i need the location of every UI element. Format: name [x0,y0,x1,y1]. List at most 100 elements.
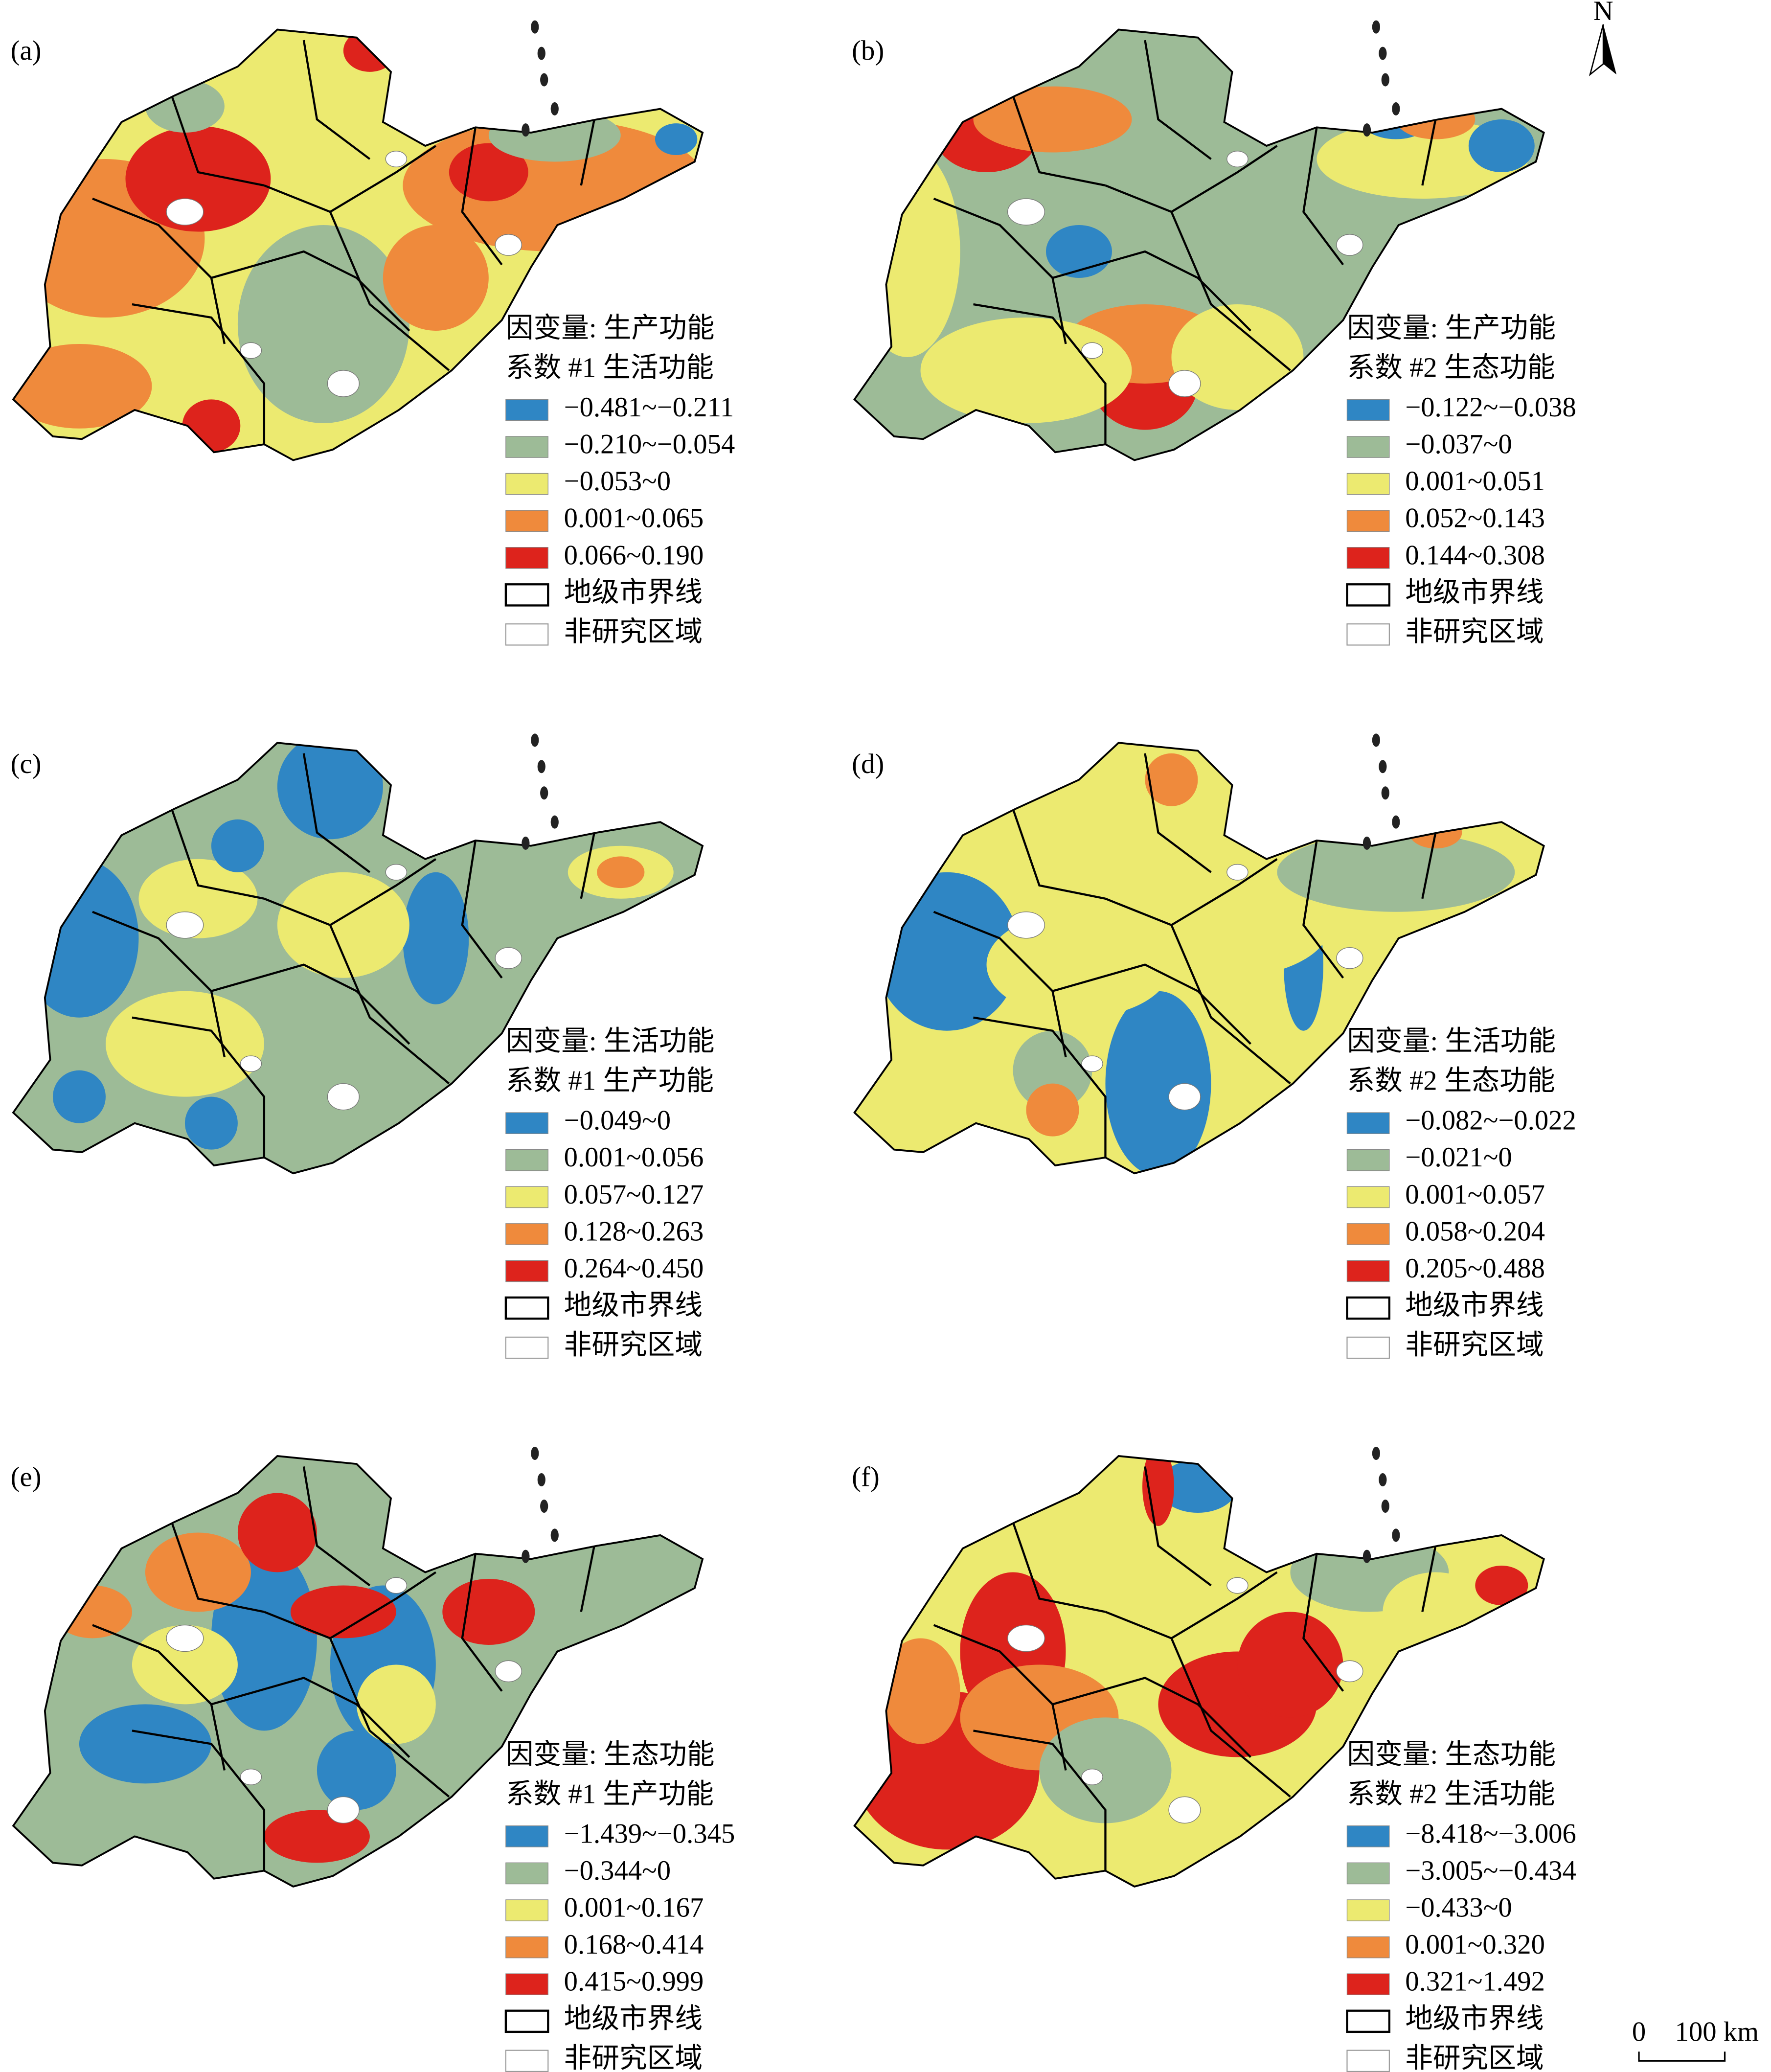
non-study-area [166,198,204,226]
legend-swatch [1346,1899,1390,1921]
patch [1277,832,1515,912]
patch [224,67,304,120]
city-boundary [1170,924,1291,1085]
island [1362,123,1371,137]
island [537,760,545,774]
north-arrow [1603,24,1617,75]
panel-label: (f) [852,1462,880,1493]
legend-swatch [505,547,548,569]
non-study-area [385,1577,408,1594]
legend-class: −0.210~−0.054 [564,429,735,460]
non-study-area [385,151,408,167]
city-boundary [1052,1677,1251,1758]
legend-coefficient: 系数 #2 生活功能 [1347,1778,1555,1809]
city-boundary [170,808,265,900]
island [522,836,530,850]
legend-class: −0.021~0 [1405,1142,1512,1173]
legend-swatch [505,623,549,646]
scale-start: 0 [1632,2016,1646,2047]
non-study-area [240,1769,262,1785]
non-study-area [1007,911,1045,939]
non-study-area [166,911,204,939]
patch [655,123,698,155]
city-boundary [933,1624,1067,1771]
legend-dependent: 因变量: 生态功能 [506,1739,715,1770]
non-study-area [495,234,522,256]
legend-coefficient: 系数 #1 生产功能 [506,1778,714,1809]
legend-coefficient: 系数 #1 生活功能 [506,352,714,383]
city-boundary [329,1638,450,1798]
legend-swatch [1346,1936,1390,1958]
city-boundary [1421,1546,1437,1612]
legend-swatch [1346,1973,1390,1995]
non-study-area [1226,151,1249,167]
city-boundary [132,1730,266,1871]
city-boundary [329,211,450,371]
city-boundary [1170,211,1291,371]
legend-swatch [504,1296,549,1320]
patch [317,1730,396,1810]
legend-class: −1.439~−0.345 [564,1818,735,1849]
legend-swatch [1346,583,1391,607]
patch [182,399,241,453]
legend-class: −0.481~−0.211 [564,392,734,423]
patch [125,126,271,232]
panel-label: (a) [11,35,42,66]
city-boundary [1144,40,1212,160]
city-boundary [170,1522,265,1613]
legend-class: 0.058~0.204 [1405,1216,1545,1247]
legend-dependent: 因变量: 生活功能 [506,1026,715,1057]
non-study-area [327,370,360,397]
legend-swatch [1346,1260,1390,1282]
legend-class: 0.128~0.263 [564,1216,704,1247]
legend-boundary: 地级市界线 [1405,2003,1544,2034]
patch [20,859,139,1018]
legend-dependent: 因变量: 生产功能 [1347,313,1556,343]
patch [145,1532,251,1612]
patches [867,753,1515,1174]
patch [867,1044,974,1123]
patch [1237,1612,1343,1718]
patch [854,146,960,357]
city-boundary [132,303,266,445]
legend-coefficient: 系数 #2 生态功能 [1347,352,1555,383]
legend-class: −0.049~0 [564,1105,671,1136]
city-boundary [302,753,371,873]
legend-class: 0.001~0.065 [564,503,704,534]
legend-swatch [1346,1149,1390,1171]
city-boundary [1052,250,1251,332]
panel-label: (d) [852,749,884,779]
non-study-area [1168,370,1201,397]
city-boundary [1012,808,1106,900]
patch [290,1585,396,1639]
patch [277,743,383,840]
patch [13,343,152,429]
city-boundary [92,911,226,1058]
province-outline [853,1455,1545,1888]
island [1379,1473,1387,1487]
patch [881,1638,960,1744]
city-boundary [92,198,226,344]
island [531,1447,539,1460]
non-study-area [1336,234,1363,256]
non-study-area [1168,1083,1201,1111]
legend-class: −0.344~0 [564,1855,671,1886]
patch [1383,1572,1489,1652]
patch [1039,1717,1172,1823]
island [537,46,545,60]
province-outline [12,1455,704,1888]
legend-class: 0.205~0.488 [1405,1253,1545,1284]
legend-class: 0.264~0.450 [564,1253,704,1284]
legend-class: 0.057~0.127 [564,1179,704,1210]
legend-swatch [505,1899,548,1921]
city-boundary [1144,753,1212,873]
legend-swatch [505,436,548,458]
legend-class: −0.053~0 [564,466,671,497]
city-boundary [211,250,410,332]
city-boundary [580,119,595,186]
legend-boundary: 地级市界线 [564,2003,703,2034]
legend-class: 0.321~1.492 [1405,1966,1545,1997]
patch [973,86,1132,153]
